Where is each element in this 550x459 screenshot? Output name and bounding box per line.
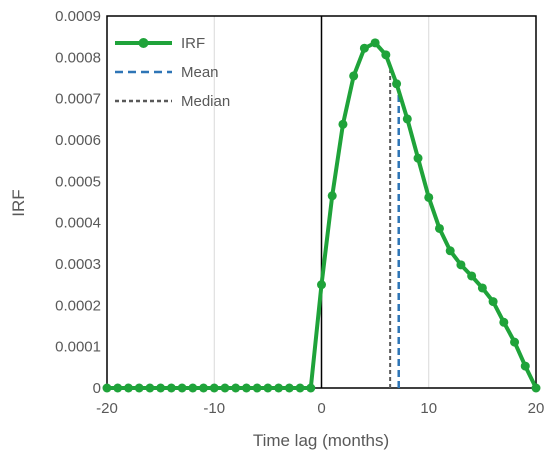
legend-irf-marker (138, 38, 149, 48)
axes (106, 15, 537, 389)
tick-labels: -20 -10 0 10 20 0 0.0001 0.0002 0.0003 0.0004 0.00… (55, 8, 544, 417)
irf-point-33 (456, 260, 466, 270)
irf-point-15 (263, 383, 273, 393)
y-tick-label-2: 0.0002 (55, 297, 101, 314)
irf-point-20 (317, 280, 326, 290)
x-tick-label-1: -10 (203, 400, 225, 417)
irf-point-4 (145, 383, 155, 393)
irf-point-36 (488, 297, 498, 307)
x-tick-label-3: 10 (420, 400, 437, 417)
irf-point-12 (231, 383, 241, 393)
y-tick-label-4: 0.0004 (55, 215, 101, 232)
irf-point-31 (434, 223, 444, 233)
legend-irf-label: IRF (181, 35, 205, 52)
irf-point-5 (156, 383, 166, 393)
irf-point-34 (467, 271, 477, 281)
irf-point-13 (241, 383, 251, 393)
irf-point-10 (209, 383, 219, 393)
irf-point-39 (520, 361, 530, 371)
x-tick-label-4: 20 (528, 400, 545, 417)
irf-point-25 (370, 38, 380, 48)
irf-point-26 (381, 50, 391, 60)
x-tick-label-0: -20 (96, 400, 118, 417)
irf-point-0 (102, 383, 112, 393)
legend-entry-median: Median (115, 93, 230, 110)
y-tick-label-7: 0.0007 (55, 91, 101, 108)
irf-point-16 (274, 383, 284, 393)
irf-point-9 (199, 383, 209, 393)
irf-point-32 (445, 246, 455, 256)
irf-point-1 (113, 383, 123, 393)
irf-point-23 (349, 71, 359, 81)
series (102, 38, 541, 393)
irf-point-7 (177, 383, 187, 393)
irf-point-19 (306, 383, 316, 393)
irf-point-35 (477, 283, 487, 293)
irf-point-38 (510, 337, 520, 347)
irf-point-40 (531, 383, 541, 393)
irf-point-28 (402, 114, 412, 124)
y-tick-label-5: 0.0005 (55, 173, 101, 190)
y-tick-label-3: 0.0003 (55, 256, 101, 273)
irf-point-22 (338, 119, 348, 129)
irf-point-29 (413, 153, 423, 163)
irf-point-21 (327, 191, 337, 201)
irf-point-30 (424, 192, 434, 202)
irf-point-37 (499, 317, 509, 327)
y-tick-label-1: 0.0001 (55, 339, 101, 356)
y-tick-label-6: 0.0006 (55, 132, 101, 149)
legend-median-label: Median (181, 93, 230, 110)
irf-point-24 (359, 43, 369, 53)
legend: IRF Mean Median (115, 35, 230, 110)
y-tick-label-8: 0.0008 (55, 49, 101, 66)
irf-point-17 (284, 383, 294, 393)
irf-point-8 (188, 383, 198, 393)
legend-mean-label: Mean (181, 64, 219, 81)
irf-point-2 (123, 383, 133, 393)
x-axis-title: Time lag (months) (253, 431, 389, 450)
irf-point-6 (166, 383, 176, 393)
legend-entry-irf: IRF (115, 35, 205, 52)
irf-point-3 (134, 383, 144, 393)
x-tick-label-2: 0 (317, 400, 325, 417)
irf-point-11 (220, 383, 230, 393)
irf-point-27 (392, 79, 402, 89)
y-axis-title: IRF (9, 189, 28, 216)
y-tick-label-0: 0 (93, 380, 101, 397)
legend-entry-mean: Mean (115, 64, 219, 81)
irf-point-14 (252, 383, 262, 393)
irf-point-18 (295, 383, 305, 393)
y-tick-label-9: 0.0009 (55, 8, 101, 25)
